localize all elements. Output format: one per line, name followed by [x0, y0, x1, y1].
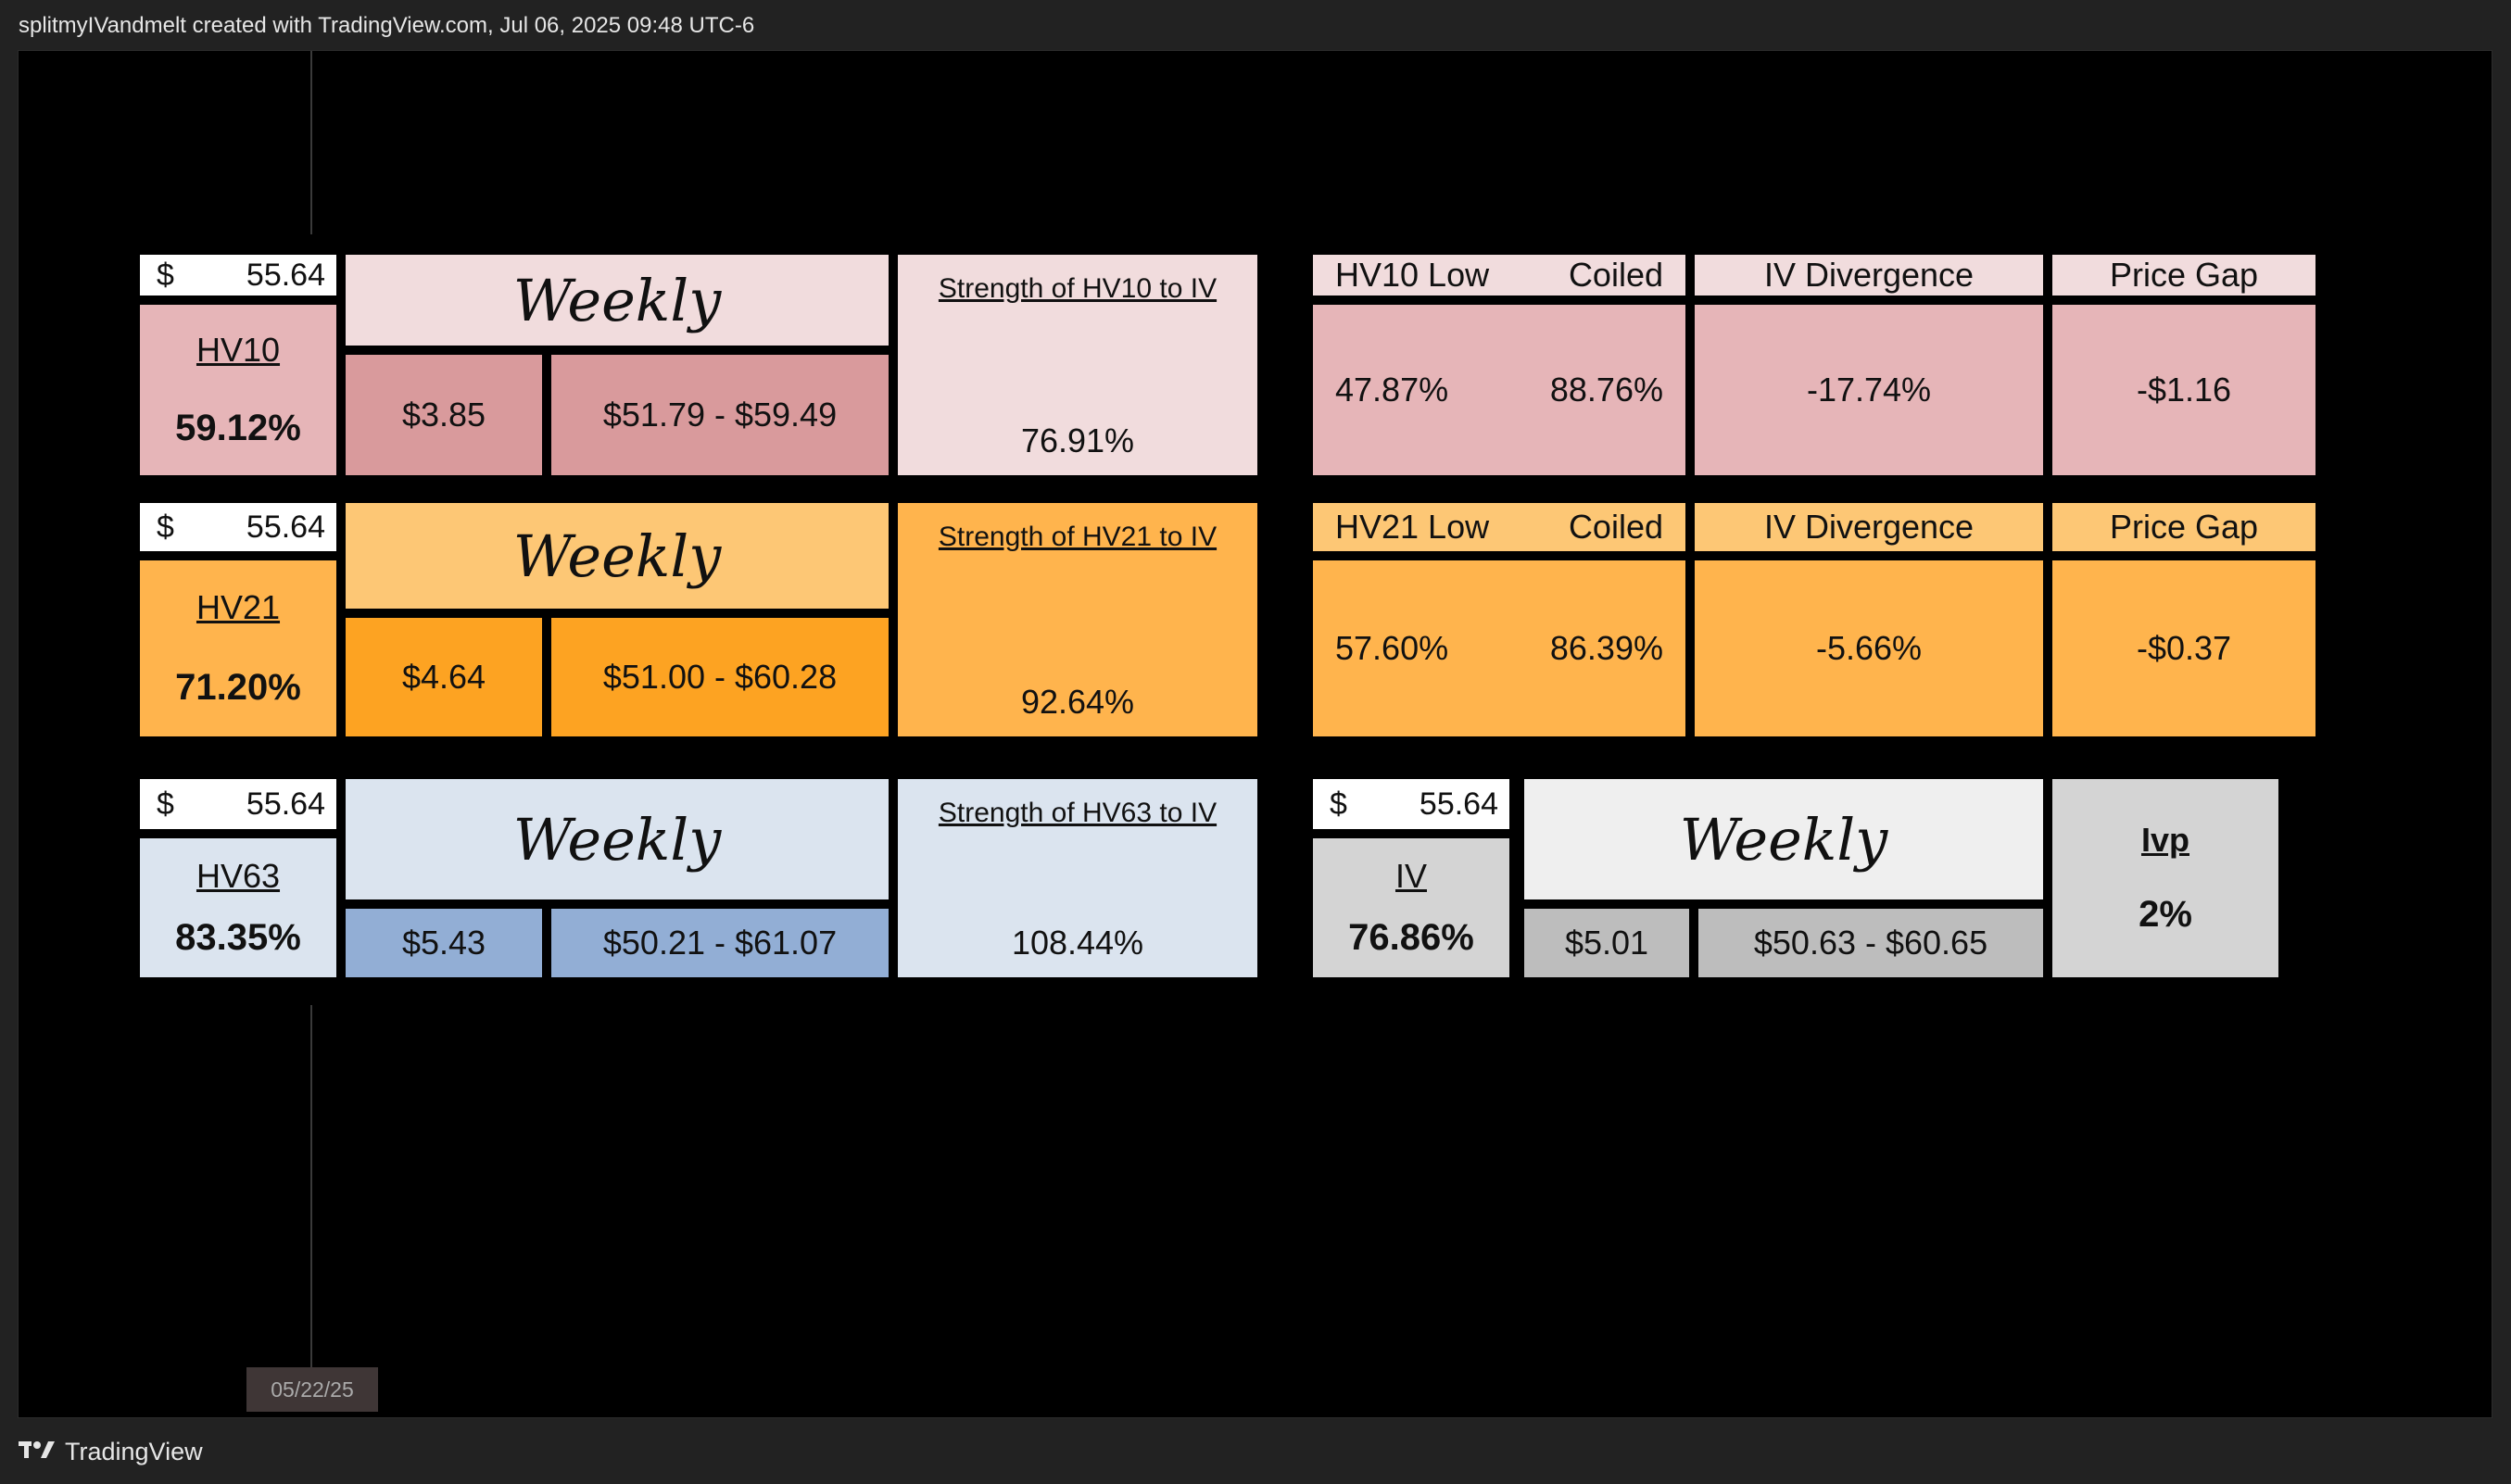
hv21-price-symbol: $: [157, 509, 174, 545]
hv21-coiled-label: Coiled: [1568, 508, 1663, 546]
hv10-weekly-label: Weekly: [512, 266, 722, 334]
iv-weekly-move: $5.01: [1564, 924, 1649, 962]
crosshair-date-label: 05/22/25: [246, 1367, 378, 1412]
hv10-divergence-header: IV Divergence: [1695, 255, 2043, 296]
hv21-value: 71.20%: [175, 667, 301, 709]
hv63-strength-value: 108.44%: [1011, 924, 1144, 962]
hv10-label: HV10: [196, 331, 281, 370]
hv63-price-value: 55.64: [246, 786, 325, 822]
hv21-strength-box: Strength of HV21 to IV 92.64%: [898, 503, 1257, 736]
iv-weekly-move-box: $5.01: [1524, 909, 1689, 977]
hv21-coiled-value: 86.39%: [1549, 629, 1663, 667]
hv10-low-value: 47.87%: [1335, 371, 1449, 409]
hv10-gap-label: Price Gap: [2109, 256, 2259, 294]
hv21-gap-value: -$0.37: [2136, 629, 2232, 667]
hv21-gap-header: Price Gap: [2052, 503, 2315, 551]
hv10-value: 59.12%: [175, 407, 301, 448]
hv63-weekly-move-box: $5.43: [346, 909, 542, 977]
chart-canvas[interactable]: $ 55.64 HV10 59.12% Weekly $3.85 $51.79 …: [18, 50, 2492, 1418]
hv10-weekly-range-box: $51.79 - $59.49: [551, 355, 889, 475]
hv10-coiled-value: 88.76%: [1549, 371, 1663, 409]
hv10-coiled-label: Coiled: [1568, 256, 1663, 294]
hv10-low-coiled-header: HV10 Low Coiled: [1313, 255, 1685, 296]
hv21-label: HV21: [196, 587, 281, 626]
hv10-strength-value: 76.91%: [1020, 421, 1135, 459]
hv21-gap-box: -$0.37: [2052, 560, 2315, 736]
footer-brand-label: TradingView: [65, 1438, 203, 1465]
hv10-divergence-label: IV Divergence: [1763, 256, 1975, 294]
hv21-divergence-box: -5.66%: [1695, 560, 2043, 736]
hv21-weekly-label: Weekly: [512, 522, 722, 590]
hv10-value-box: HV10 59.12%: [140, 305, 336, 475]
hv63-weekly-move: $5.43: [401, 924, 486, 962]
hv21-price-box: $ 55.64: [140, 503, 336, 551]
hv63-label: HV63: [196, 856, 281, 895]
hv10-gap-box: -$1.16: [2052, 305, 2315, 475]
hv21-divergence-label: IV Divergence: [1763, 508, 1975, 546]
tradingview-logo-icon: [19, 1438, 56, 1466]
chart-attribution: splitmyIVandmelt created with TradingVie…: [19, 13, 755, 38]
hv21-gap-label: Price Gap: [2109, 508, 2259, 546]
iv-price-symbol: $: [1330, 786, 1347, 822]
hv21-weekly-title-box: Weekly: [346, 503, 889, 609]
hv10-price-symbol: $: [157, 257, 174, 293]
hv10-divergence-box: -17.74%: [1695, 305, 2043, 475]
ivp-label: Ivp: [2140, 821, 2189, 859]
iv-price-box: $ 55.64: [1313, 779, 1509, 829]
hv63-strength-box: Strength of HV63 to IV 108.44%: [898, 779, 1257, 977]
hv10-price-value: 55.64: [246, 257, 325, 293]
hv63-price-symbol: $: [157, 786, 174, 822]
hv21-low-value: 57.60%: [1335, 629, 1449, 667]
hv10-gap-header: Price Gap: [2052, 255, 2315, 296]
crosshair-line-upper: [310, 51, 312, 234]
hv21-strength-value: 92.64%: [1020, 683, 1135, 721]
hv10-weekly-move: $3.85: [401, 396, 486, 434]
hv63-weekly-range: $50.21 - $61.07: [602, 924, 838, 962]
iv-label: IV: [1394, 856, 1427, 895]
hv10-low-label: HV10 Low: [1335, 256, 1490, 294]
hv10-strength-box: Strength of HV10 to IV 76.91%: [898, 255, 1257, 475]
hv63-value-box: HV63 83.35%: [140, 838, 336, 977]
hv21-low-label: HV21 Low: [1335, 508, 1490, 546]
hv21-strength-title: Strength of HV21 to IV: [938, 522, 1218, 552]
hv63-value: 83.35%: [175, 917, 301, 959]
hv63-weekly-title-box: Weekly: [346, 779, 889, 899]
hv10-weekly-title-box: Weekly: [346, 255, 889, 346]
hv10-price-box: $ 55.64: [140, 255, 336, 296]
iv-weekly-range-box: $50.63 - $60.65: [1698, 909, 2043, 977]
hv21-weekly-range-box: $51.00 - $60.28: [551, 618, 889, 736]
iv-weekly-title-box: Weekly: [1524, 779, 2043, 899]
hv10-weekly-range: $51.79 - $59.49: [602, 396, 838, 434]
hv21-weekly-move: $4.64: [401, 658, 486, 696]
hv63-strength-title: Strength of HV63 to IV: [938, 798, 1218, 828]
hv10-weekly-move-box: $3.85: [346, 355, 542, 475]
iv-value-box: IV 76.86%: [1313, 838, 1509, 977]
hv21-price-value: 55.64: [246, 509, 325, 545]
hv21-weekly-range: $51.00 - $60.28: [602, 658, 838, 696]
crosshair-line-lower: [310, 1005, 312, 1397]
iv-price-value: 55.64: [1419, 786, 1498, 822]
hv10-gap-value: -$1.16: [2136, 371, 2232, 409]
iv-weekly-label: Weekly: [1679, 805, 1888, 874]
hv10-divergence-value: -17.74%: [1806, 371, 1932, 409]
hv63-weekly-range-box: $50.21 - $61.07: [551, 909, 889, 977]
hv21-divergence-header: IV Divergence: [1695, 503, 2043, 551]
iv-ivp-box: Ivp 2%: [2052, 779, 2278, 977]
hv21-low-coiled-header: HV21 Low Coiled: [1313, 503, 1685, 551]
footer-branding[interactable]: TradingView: [19, 1438, 203, 1466]
hv10-strength-title: Strength of HV10 to IV: [938, 273, 1218, 304]
iv-value: 76.86%: [1348, 917, 1474, 959]
hv21-low-coiled-values: 57.60% 86.39%: [1313, 560, 1685, 736]
hv63-price-box: $ 55.64: [140, 779, 336, 829]
hv21-weekly-move-box: $4.64: [346, 618, 542, 736]
hv63-weekly-label: Weekly: [512, 805, 722, 874]
hv10-low-coiled-values: 47.87% 88.76%: [1313, 305, 1685, 475]
hv21-divergence-value: -5.66%: [1815, 629, 1923, 667]
hv21-value-box: HV21 71.20%: [140, 560, 336, 736]
ivp-value: 2%: [2139, 894, 2192, 935]
iv-weekly-range: $50.63 - $60.65: [1753, 924, 1988, 962]
